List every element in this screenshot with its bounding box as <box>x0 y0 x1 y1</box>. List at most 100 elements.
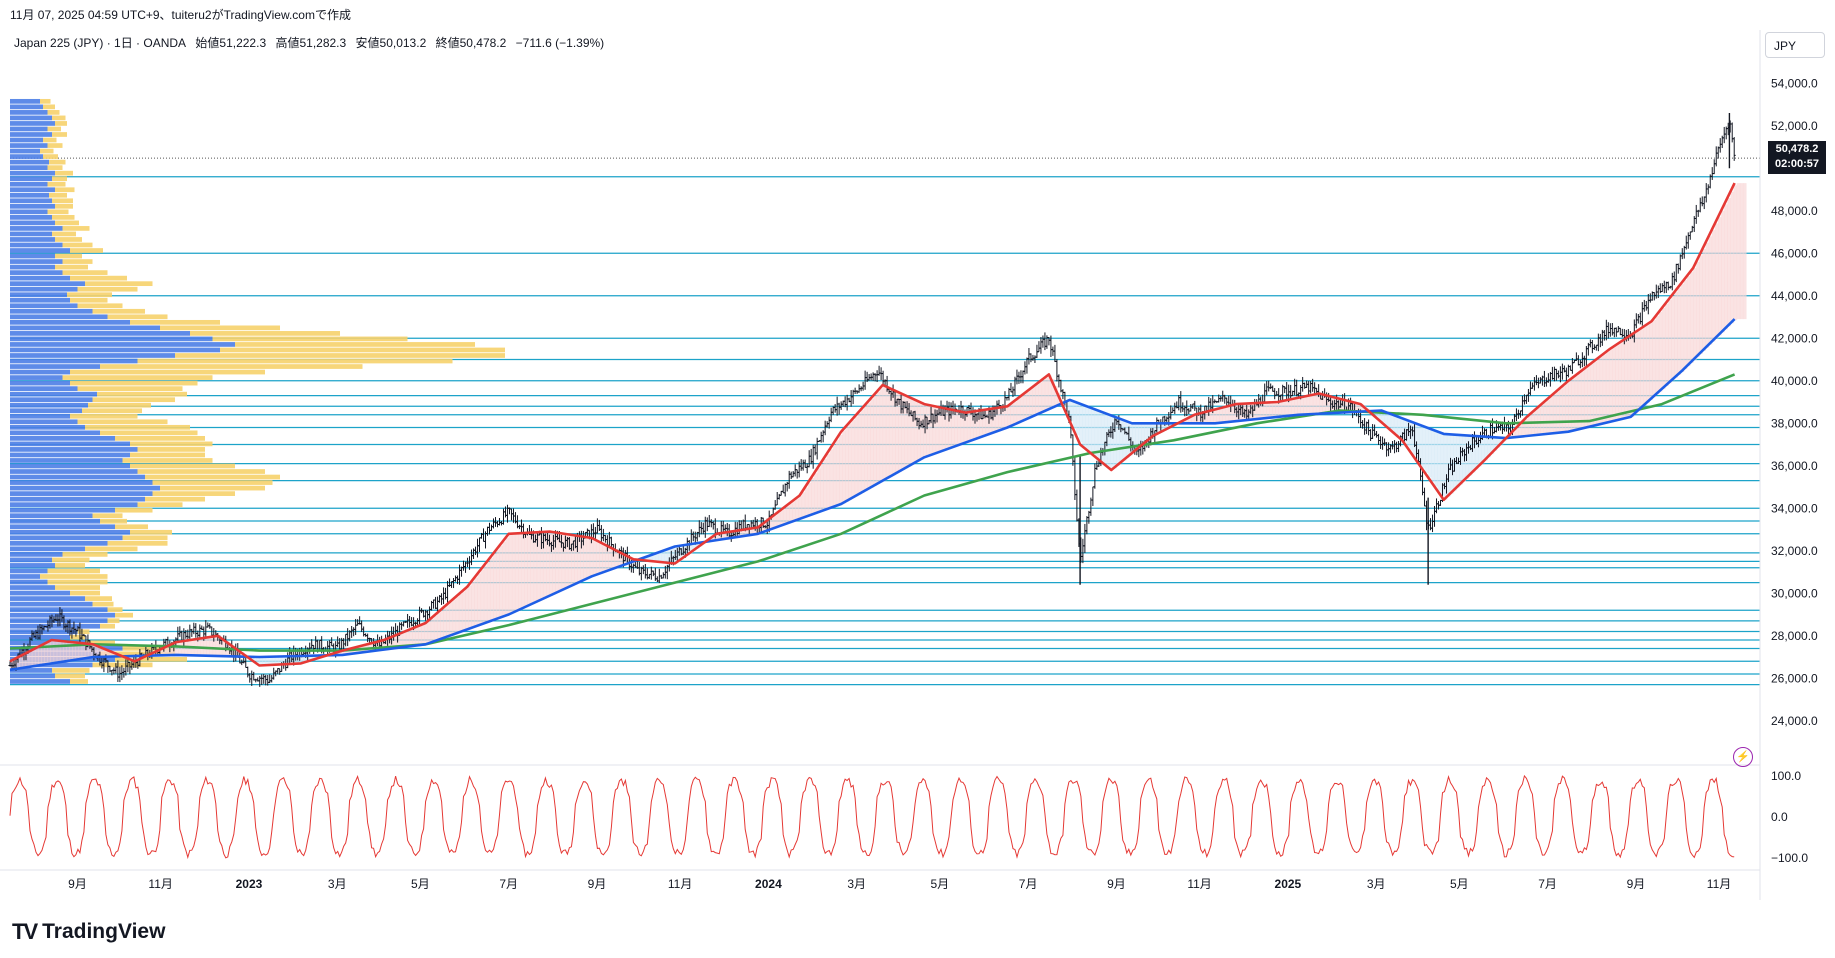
ma-fill-segment <box>658 552 662 562</box>
ma-fill-segment <box>1640 328 1644 409</box>
ma-fill-segment <box>761 524 765 533</box>
ma-fill-segment <box>1468 435 1473 476</box>
ma-fill-segment <box>1580 371 1585 429</box>
ma-fill-segment <box>1103 412 1108 465</box>
volume-bar-up <box>10 485 160 491</box>
volume-bar-up <box>10 386 78 391</box>
ma-fill-segment <box>1449 434 1454 494</box>
ma-fill-segment <box>1287 399 1292 416</box>
volume-bar-down <box>92 397 175 403</box>
ma-fill-segment <box>1733 185 1738 321</box>
oscillator-tick-label: 0.0 <box>1771 810 1788 824</box>
lightning-icon[interactable]: ⚡ <box>1733 747 1753 767</box>
ma-fill-segment <box>159 649 164 656</box>
volume-bar-up <box>10 297 70 303</box>
volume-bar-up <box>10 292 67 298</box>
ma-fill-segment <box>1490 437 1495 455</box>
ma-fill-segment <box>218 636 223 656</box>
ma-fill-segment <box>1742 183 1747 320</box>
volume-bar-down <box>49 159 66 165</box>
ma-fill-segment <box>820 463 824 512</box>
time-tick-label: 9月 <box>68 877 87 891</box>
ma-fill-segment <box>1337 398 1342 413</box>
volume-bar-up <box>10 220 55 226</box>
symbol-legend[interactable]: Japan 225 (JPY) · 1日 · OANDA 始値51,222.3 … <box>14 34 610 51</box>
price-tick-label: 48,000.0 <box>1771 204 1818 218</box>
ma-fill-segment <box>558 532 563 592</box>
volume-bar-down <box>115 436 205 441</box>
volume-bar-up <box>10 148 40 154</box>
ma-fill-segment <box>892 389 896 476</box>
ma-fill-segment <box>1587 366 1591 428</box>
currency-selector[interactable]: JPY <box>1765 32 1825 58</box>
volume-bar-up <box>10 176 52 182</box>
volume-bar-down <box>40 148 54 154</box>
ma-fill-segment <box>1443 433 1448 500</box>
ma-fill-segment <box>212 636 217 656</box>
ma-fill-segment <box>1001 407 1005 430</box>
volume-bar-up <box>10 458 123 463</box>
volume-bar-down <box>47 110 60 115</box>
ma-fill-segment <box>770 517 775 530</box>
volume-bar-down <box>220 347 505 353</box>
ma-fill-segment <box>1633 332 1638 415</box>
oscillator-tick-label: 100.0 <box>1771 769 1801 783</box>
ma-fill-segment <box>34 648 39 666</box>
time-tick-label: 2023 <box>236 877 263 891</box>
ma-fill-segment <box>1160 423 1164 433</box>
ma-fill-segment <box>1072 401 1077 429</box>
ma-fill-segment <box>1312 394 1317 415</box>
ma-fill-segment <box>1471 435 1476 473</box>
ma-fill-segment <box>567 534 572 588</box>
ma-fill-segment <box>907 396 912 467</box>
ma-fill-segment <box>1702 249 1707 351</box>
volume-bar-up <box>10 668 52 673</box>
tradingview-brand[interactable]: TV TradingView <box>12 919 165 945</box>
volume-bar-down <box>55 673 85 679</box>
time-tick-label: 7月 <box>1538 877 1557 891</box>
volume-bar-up <box>10 563 55 568</box>
ma-fill-segment <box>1674 292 1678 378</box>
ma-fill-segment <box>1459 434 1463 485</box>
volume-bar-up <box>10 524 115 530</box>
ma-fill-segment <box>1527 415 1532 436</box>
volume-bar-up <box>10 557 52 563</box>
ma-fill-segment <box>396 634 401 648</box>
time-tick-label: 11月 <box>668 877 692 891</box>
ma-fill-segment <box>614 549 619 569</box>
ma-fill-segment <box>1194 414 1198 424</box>
ma-fill-segment <box>1521 422 1526 437</box>
price-tick-label: 38,000.0 <box>1771 416 1818 430</box>
volume-bar-down <box>160 485 265 491</box>
ma-fill-segment <box>726 532 731 539</box>
ma-fill-segment <box>1714 223 1719 339</box>
ma-fill-segment <box>1680 284 1685 372</box>
ma-fill-segment <box>399 633 404 648</box>
volume-bar-up <box>10 358 138 364</box>
volume-bar-down <box>190 331 340 336</box>
volume-bar-down <box>212 336 408 342</box>
volume-bar-down <box>70 679 88 684</box>
volume-bar-down <box>77 286 138 292</box>
ma-fill-segment <box>589 537 594 578</box>
price-tick-label: 54,000.0 <box>1771 76 1818 90</box>
symbol-name[interactable]: Japan 225 (JPY) · 1日 · OANDA <box>14 36 187 50</box>
ma-fill-segment <box>1188 417 1192 424</box>
volume-bar-down <box>70 248 103 253</box>
ma-fill-segment <box>1711 229 1716 342</box>
ma-fill-segment <box>1356 403 1361 412</box>
ma-fill-segment <box>1253 403 1258 420</box>
ma-fill-segment <box>994 408 999 432</box>
volume-bar-up <box>10 187 55 193</box>
ma-fill-segment <box>268 656 273 666</box>
ma-fill-segment <box>1724 204 1728 330</box>
ma-mid-line <box>9 318 1736 672</box>
ma-fill-segment <box>1549 397 1554 434</box>
brand-name: TradingView <box>42 920 166 943</box>
ma-fill-segment <box>84 643 89 659</box>
ma-fill-segment <box>1515 428 1520 438</box>
ma-fill-segment <box>1244 403 1248 421</box>
ma-fill-segment <box>1228 405 1233 422</box>
ma-fill-segment <box>1559 388 1563 433</box>
